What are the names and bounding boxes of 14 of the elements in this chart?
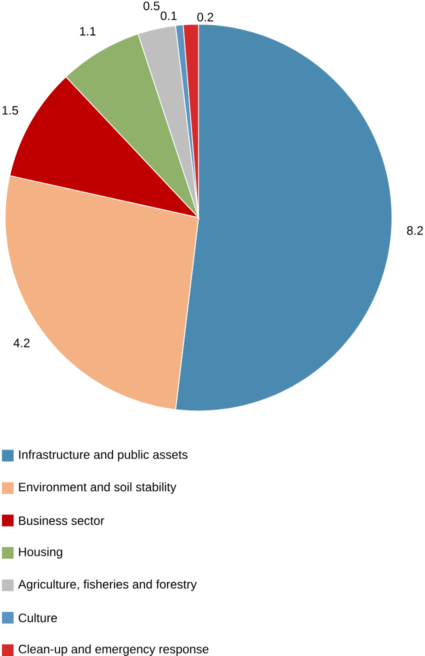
data-label: 4.2 xyxy=(13,338,30,348)
data-label: 1.1 xyxy=(80,27,96,36)
legend-label: Environment and soil stability xyxy=(19,482,176,494)
data-label: 8.2 xyxy=(406,226,423,235)
legend-label: Clean-up and emergency response xyxy=(18,644,208,656)
data-label: 0.5 xyxy=(143,2,160,10)
legend-label: Agriculture, fisheries and forestry xyxy=(18,580,197,592)
legend-label: Infrastructure and public assets xyxy=(19,450,188,462)
legend-label: Housing xyxy=(19,547,62,559)
data-label: 1.5 xyxy=(2,106,18,115)
legend-label: Business sector xyxy=(19,516,104,525)
data-label: 0.1 xyxy=(160,11,177,20)
legend-label: Culture xyxy=(18,613,57,622)
data-label: 0.2 xyxy=(197,12,214,22)
